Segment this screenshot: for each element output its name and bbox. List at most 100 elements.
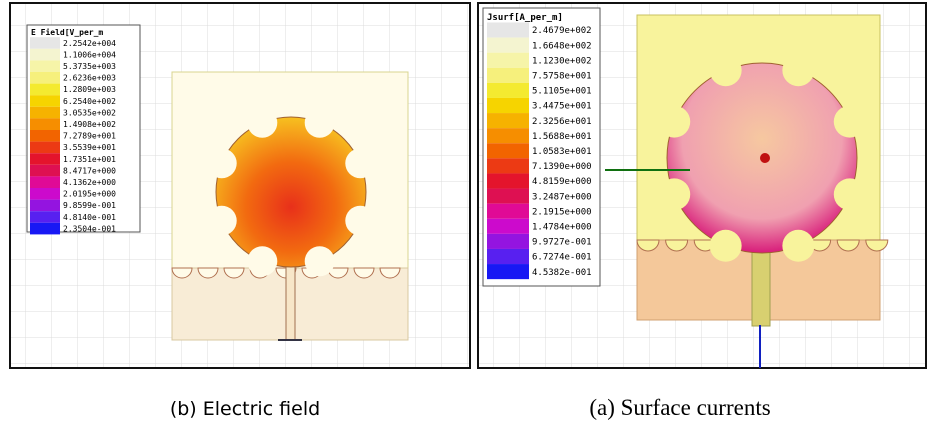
legend-value: 7.5758e+001 bbox=[532, 71, 592, 81]
notch bbox=[304, 107, 335, 138]
notch bbox=[833, 105, 866, 138]
legend-value: 3.0535e+002 bbox=[63, 108, 116, 117]
legend-swatch bbox=[487, 248, 529, 265]
legend-swatch bbox=[30, 72, 60, 84]
notch bbox=[658, 178, 691, 211]
scallop bbox=[223, 267, 245, 279]
scallop bbox=[636, 239, 660, 252]
center-dot bbox=[760, 153, 770, 163]
notch bbox=[247, 107, 278, 138]
legend-value: 4.5382e-001 bbox=[532, 268, 592, 278]
legend-value: 3.4475e+001 bbox=[532, 102, 592, 112]
legend-value: 2.1915e+000 bbox=[532, 207, 592, 217]
legend-value: 2.3504e-001 bbox=[63, 224, 116, 233]
legend-value: 4.8140e-001 bbox=[63, 213, 116, 222]
scallop bbox=[665, 239, 689, 252]
legend-swatch bbox=[30, 188, 60, 200]
legend-swatch bbox=[487, 188, 529, 204]
legend-swatch bbox=[487, 143, 529, 159]
legend-value: 6.7274e-001 bbox=[532, 253, 592, 263]
notch bbox=[782, 54, 815, 87]
legend-value: 2.0195e+000 bbox=[63, 190, 116, 199]
legend-swatch bbox=[487, 37, 529, 53]
legend-swatch bbox=[487, 97, 529, 114]
legend-value: 1.4908e+002 bbox=[63, 120, 116, 129]
legend-swatch bbox=[30, 95, 60, 107]
legend-value: 4.1362e+000 bbox=[63, 178, 116, 187]
scallop bbox=[353, 267, 375, 279]
legend-value: 5.1105e+001 bbox=[532, 87, 592, 97]
notch bbox=[709, 54, 742, 87]
patch bbox=[206, 107, 376, 277]
patch-disc bbox=[215, 116, 367, 268]
legend-value: 7.2789e+001 bbox=[63, 132, 116, 141]
notch bbox=[345, 148, 376, 179]
legend-swatch bbox=[487, 52, 529, 68]
legend: Jsurf[A_per_m] 2.4679e+002 1.6648e+002 1.1… bbox=[482, 7, 601, 287]
caption: (b) Electric field bbox=[170, 398, 320, 420]
scallop bbox=[379, 267, 401, 279]
notch bbox=[709, 229, 742, 262]
legend-value: 1.2809e+003 bbox=[63, 85, 116, 94]
legend-swatch bbox=[487, 173, 529, 189]
legend-swatch bbox=[30, 130, 60, 142]
legend-value: 1.4784e+000 bbox=[532, 222, 592, 232]
legend-value: 1.5688e+001 bbox=[532, 132, 592, 142]
legend-value: 1.6648e+002 bbox=[532, 41, 592, 51]
legend-swatch bbox=[30, 176, 60, 188]
feed-line bbox=[285, 261, 296, 341]
notch bbox=[658, 105, 691, 138]
legend-value: 1.0583e+001 bbox=[532, 147, 592, 157]
notch bbox=[833, 178, 866, 211]
legend-value: 2.6236e+003 bbox=[63, 74, 116, 83]
legend-swatch bbox=[30, 211, 60, 223]
legend-value: 3.5539e+001 bbox=[63, 143, 116, 152]
legend-value: 9.9727e-001 bbox=[532, 238, 592, 248]
legend-swatch bbox=[487, 203, 529, 219]
legend: E Field[V_per_m 2.2542e+004 1.1006e+004 5.… bbox=[26, 24, 141, 235]
legend-swatch bbox=[30, 141, 60, 154]
legend-title: E Field[V_per_m bbox=[31, 27, 103, 37]
scallop bbox=[197, 267, 219, 279]
legend-swatch bbox=[30, 83, 60, 96]
legend-value: 9.8599e-001 bbox=[63, 201, 116, 210]
legend-value: 7.1390e+000 bbox=[532, 162, 592, 172]
legend-swatch bbox=[487, 233, 529, 249]
legend-value: 6.2540e+002 bbox=[63, 97, 116, 106]
legend-swatch bbox=[30, 48, 60, 61]
notch bbox=[247, 246, 278, 277]
scallop bbox=[836, 239, 860, 252]
legend-value: 2.2542e+004 bbox=[63, 39, 116, 48]
scallop bbox=[171, 267, 193, 279]
legend-value: 3.2487e+000 bbox=[532, 192, 592, 202]
legend-swatch bbox=[487, 158, 529, 174]
legend-swatch bbox=[30, 118, 60, 130]
legend-swatch bbox=[30, 106, 60, 119]
legend-swatch bbox=[30, 60, 60, 72]
legend-swatch bbox=[487, 264, 529, 280]
legend-value: 5.3735e+003 bbox=[63, 62, 116, 71]
scallop bbox=[865, 239, 889, 252]
notch bbox=[345, 205, 376, 236]
notch bbox=[206, 205, 237, 236]
legend-value: 4.8159e+000 bbox=[532, 177, 592, 187]
legend-value: 1.7351e+001 bbox=[63, 155, 116, 164]
notch bbox=[304, 246, 335, 277]
legend-swatch bbox=[30, 164, 60, 177]
legend-swatch bbox=[30, 222, 60, 235]
legend-swatch bbox=[487, 22, 529, 38]
notch bbox=[782, 229, 815, 262]
legend-swatch bbox=[487, 128, 529, 144]
legend-value: 1.1230e+002 bbox=[532, 56, 592, 66]
legend-value: 1.1006e+004 bbox=[63, 50, 116, 59]
legend-value: 2.3256e+001 bbox=[532, 117, 592, 127]
legend-title: Jsurf[A_per_m] bbox=[487, 13, 563, 23]
caption: (a) Surface currents bbox=[589, 395, 770, 420]
legend-value: 2.4679e+002 bbox=[532, 26, 592, 36]
legend-swatch bbox=[487, 113, 529, 129]
legend-swatch bbox=[487, 82, 529, 98]
legend-swatch bbox=[30, 199, 60, 212]
legend-value: 8.4717e+000 bbox=[63, 166, 116, 175]
legend-swatch bbox=[30, 153, 60, 165]
